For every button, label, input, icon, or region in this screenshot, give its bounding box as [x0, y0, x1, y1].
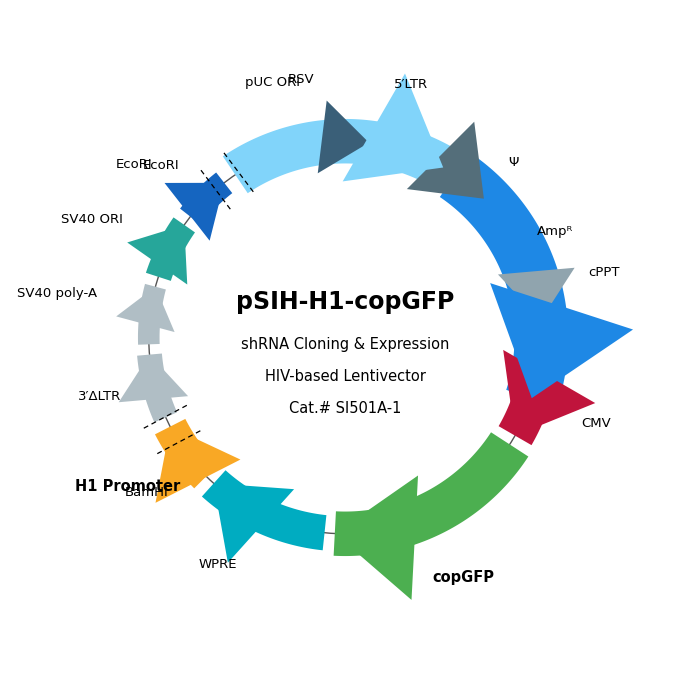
- Polygon shape: [333, 432, 529, 556]
- Polygon shape: [119, 354, 188, 402]
- Text: 3′ΔLTR: 3′ΔLTR: [78, 389, 121, 403]
- Polygon shape: [371, 113, 418, 169]
- Text: EcoRI: EcoRI: [142, 159, 179, 172]
- Polygon shape: [138, 284, 166, 345]
- Polygon shape: [440, 153, 568, 406]
- Polygon shape: [499, 344, 560, 445]
- Polygon shape: [146, 217, 195, 281]
- Polygon shape: [498, 268, 574, 321]
- Polygon shape: [202, 470, 327, 550]
- Text: CMV: CMV: [581, 417, 611, 430]
- Text: 5′LTR: 5′LTR: [394, 78, 428, 91]
- Polygon shape: [343, 74, 443, 182]
- Text: H1 Promoter: H1 Promoter: [75, 479, 180, 493]
- Polygon shape: [116, 287, 175, 332]
- Polygon shape: [165, 183, 224, 241]
- Text: copGFP: copGFP: [432, 570, 494, 585]
- Polygon shape: [418, 142, 496, 211]
- Polygon shape: [490, 283, 633, 398]
- Text: pSIH-H1-copGFP: pSIH-H1-copGFP: [236, 290, 454, 313]
- Text: BamHI: BamHI: [125, 486, 169, 499]
- Polygon shape: [127, 225, 187, 285]
- Text: EcoRI: EcoRI: [116, 158, 153, 171]
- Polygon shape: [407, 122, 484, 198]
- Text: RSV: RSV: [288, 73, 314, 86]
- Polygon shape: [155, 419, 218, 488]
- Polygon shape: [318, 101, 369, 173]
- Text: cPPT: cPPT: [588, 266, 619, 279]
- Polygon shape: [335, 475, 418, 600]
- Text: WPRE: WPRE: [198, 558, 237, 572]
- Polygon shape: [223, 119, 454, 193]
- Polygon shape: [155, 427, 240, 503]
- Text: HIV-based Lentivector: HIV-based Lentivector: [265, 369, 425, 384]
- Polygon shape: [180, 173, 232, 225]
- Text: SV40 ORI: SV40 ORI: [61, 213, 124, 226]
- Text: pUC ORI: pUC ORI: [245, 76, 300, 89]
- Text: Cat.# SI501A-1: Cat.# SI501A-1: [289, 401, 401, 416]
- Polygon shape: [137, 354, 177, 423]
- Polygon shape: [374, 133, 423, 165]
- Text: Ψ: Ψ: [508, 156, 519, 169]
- Polygon shape: [503, 350, 595, 435]
- Polygon shape: [327, 128, 371, 156]
- Text: Ampᴿ: Ampᴿ: [537, 225, 573, 238]
- Polygon shape: [214, 483, 294, 563]
- Text: SV40 poly-A: SV40 poly-A: [18, 288, 98, 300]
- Text: shRNA Cloning & Expression: shRNA Cloning & Expression: [241, 337, 450, 352]
- Polygon shape: [481, 197, 554, 321]
